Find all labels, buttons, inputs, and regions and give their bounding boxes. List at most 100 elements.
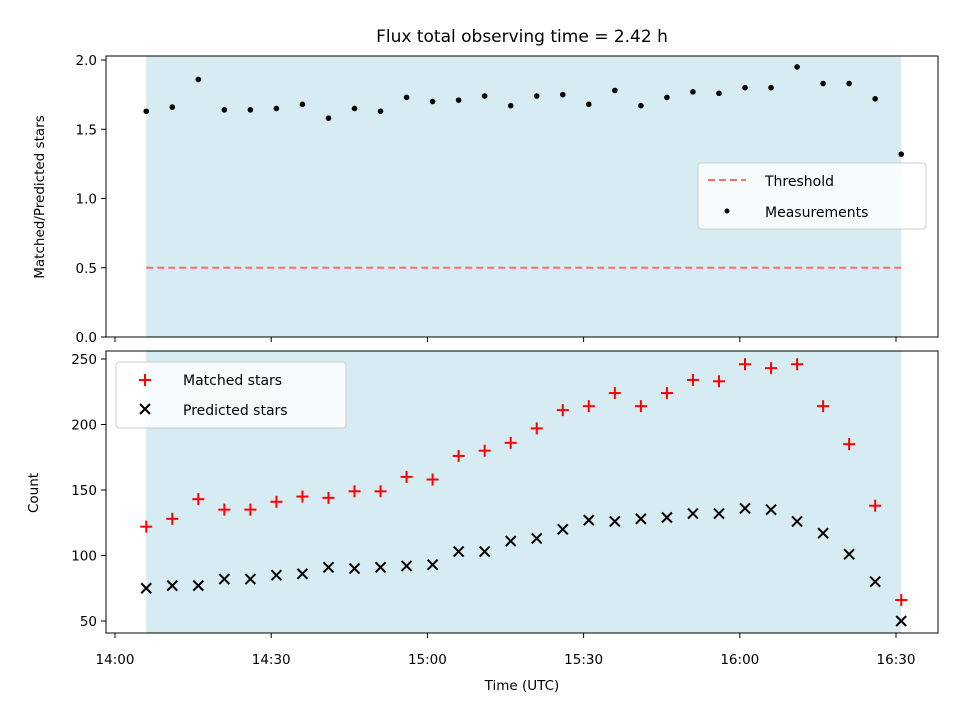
- x-tick-label: 15:30: [564, 652, 603, 668]
- matched-star-point: [556, 404, 569, 417]
- x-tick-label: 14:30: [252, 652, 291, 668]
- measurement-point: [429, 98, 436, 105]
- x-axis-label: Time (UTC): [484, 678, 560, 694]
- top-x-ticks: [114, 337, 897, 342]
- legend-measurements-label: Measurements: [765, 205, 868, 221]
- legend-predicted-label: Predicted stars: [183, 403, 288, 419]
- measurement-point: [898, 151, 905, 157]
- measurement-point: [221, 107, 228, 113]
- matched-star-point: [504, 436, 517, 449]
- measurement-point: [559, 91, 566, 98]
- matched-star-point: [140, 520, 153, 533]
- matched-star-point: [478, 444, 491, 457]
- top-y-tick-label: 2.0: [76, 53, 97, 69]
- top-axes-frame: [105, 55, 939, 338]
- matched-star-point: [660, 387, 673, 400]
- matched-star-point: [608, 387, 621, 400]
- matched-star-point: [374, 485, 387, 498]
- matched-star-point: [817, 400, 830, 413]
- measurement-points: [143, 64, 905, 157]
- top-y-tick-label: 1.5: [76, 122, 97, 138]
- measurement-point: [403, 94, 410, 101]
- matched-star-point: [244, 503, 257, 516]
- matched-star-point: [634, 400, 647, 413]
- measurement-point: [247, 107, 254, 113]
- predicted-star-point: [140, 582, 152, 594]
- matched-star-point: [166, 512, 179, 525]
- measurement-point: [299, 101, 306, 108]
- bottom-y-tick-label: 150: [71, 483, 97, 499]
- measurement-point: [533, 93, 540, 99]
- x-tick-label: 16:00: [720, 652, 759, 668]
- predicted-star-point: [400, 560, 413, 572]
- top-y-tick-label: 0.5: [76, 261, 97, 277]
- predicted-star-point: [192, 579, 205, 592]
- predicted-star-point: [635, 513, 647, 525]
- measurement-point: [846, 80, 852, 87]
- matched-star-point: [582, 400, 595, 413]
- measurement-point: [690, 89, 696, 95]
- top-y-tick-label: 1.0: [76, 192, 97, 208]
- predicted-star-point: [322, 561, 335, 573]
- predicted-star-point: [426, 558, 439, 571]
- predicted-star-point: [817, 527, 829, 539]
- matched-star-point: [322, 491, 335, 504]
- predicted-star-point: [687, 507, 699, 520]
- predicted-star-point: [531, 532, 543, 545]
- matched-star-point: [218, 503, 231, 516]
- measurement-point: [612, 87, 618, 94]
- predicted-star-point: [218, 573, 231, 585]
- matched-stars-points: [140, 358, 908, 607]
- measurement-point: [195, 76, 202, 83]
- measurement-point: [820, 80, 826, 87]
- predicted-stars-points: [140, 502, 907, 627]
- top-y-axis: 0.0 0.5 1.0 1.5 2.0: [76, 53, 106, 346]
- bottom-panel: 50 100 150 200 250 14:00 14:30 15:00 15:30 16:00…: [26, 350, 939, 694]
- measurement-point: [273, 105, 280, 112]
- bottom-y-axis: 50 100 150 200 250: [71, 352, 106, 630]
- top-legend-box: [697, 162, 927, 230]
- predicted-star-point: [661, 511, 673, 524]
- measurement-point: [377, 108, 384, 115]
- matched-star-point: [400, 470, 413, 483]
- matched-star-point: [686, 373, 699, 386]
- measurement-point: [664, 94, 670, 101]
- matched-star-point: [791, 358, 804, 371]
- legend-threshold-label: Threshold: [764, 174, 834, 190]
- legend-predicted-swatch: [139, 403, 151, 415]
- predicted-star-point: [869, 575, 881, 588]
- predicted-star-point: [765, 503, 777, 516]
- predicted-star-point: [504, 535, 517, 547]
- predicted-star-point: [348, 562, 361, 575]
- legend-measurements-swatch: [724, 208, 730, 214]
- predicted-star-point: [478, 545, 491, 558]
- measurement-point: [169, 104, 176, 110]
- measurement-point: [143, 108, 150, 115]
- matched-star-point: [843, 438, 856, 451]
- predicted-star-point: [296, 568, 309, 580]
- x-tick-label: 15:00: [408, 652, 447, 668]
- predicted-star-point: [609, 515, 621, 528]
- bottom-y-tick-label: 50: [80, 614, 97, 630]
- measurement-point: [586, 101, 592, 108]
- predicted-star-point: [244, 573, 257, 585]
- matched-star-point: [530, 422, 543, 435]
- measurement-point: [872, 95, 878, 102]
- matched-star-point: [765, 362, 778, 375]
- top-y-tick-label: 0.0: [76, 330, 97, 346]
- legend-matched-swatch: [139, 374, 151, 386]
- matched-star-point: [895, 594, 908, 607]
- legend-matched-label: Matched stars: [183, 373, 282, 389]
- predicted-star-point: [557, 523, 569, 536]
- matched-star-point: [296, 490, 309, 503]
- measurement-point: [455, 97, 462, 103]
- matched-star-point: [348, 485, 361, 498]
- chart-title: Flux total observing time = 2.42 h: [376, 27, 668, 47]
- matched-star-point: [426, 473, 439, 486]
- measurement-point: [507, 102, 514, 109]
- predicted-star-point: [583, 514, 595, 526]
- measurement-point: [481, 93, 488, 99]
- predicted-star-point: [843, 548, 855, 560]
- measurement-point: [351, 105, 358, 112]
